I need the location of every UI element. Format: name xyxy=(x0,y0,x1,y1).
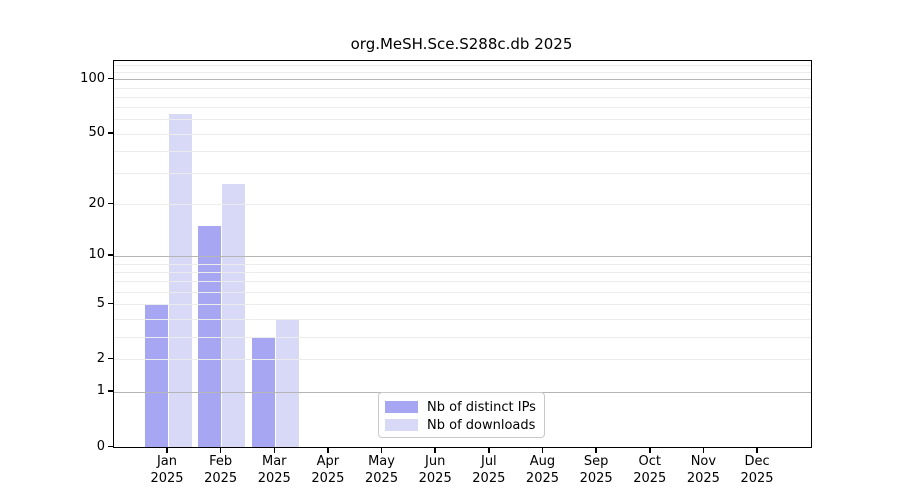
gridline-y-8 xyxy=(114,271,811,273)
x-tick-mark xyxy=(327,447,329,453)
x-tick-label-jan: Jan 2025 xyxy=(150,454,184,486)
legend: Nb of distinct IPs Nb of downloads xyxy=(378,392,545,438)
bar-jan-downloads xyxy=(168,114,192,447)
gridline-y-30 xyxy=(114,173,811,175)
y-tick-mark xyxy=(108,390,113,392)
x-tick-mark xyxy=(219,447,222,453)
x-tick-label-jul: Jul 2025 xyxy=(472,454,506,486)
y-tick-label: 0 xyxy=(96,438,105,454)
gridline-y-3 xyxy=(114,336,811,338)
x-tick-mark xyxy=(273,447,276,453)
bar-jan-distinct-ips xyxy=(144,304,168,447)
gridline-y-7 xyxy=(114,281,811,283)
legend-swatch-distinct-ips xyxy=(385,401,418,413)
plot-area xyxy=(113,60,812,448)
gridline-y-20 xyxy=(114,204,811,206)
chart-title: org.MeSH.Sce.S288c.db 2025 xyxy=(350,35,573,53)
x-tick-label-mar: Mar 2025 xyxy=(257,454,291,486)
legend-label-distinct-ips: Nb of distinct IPs xyxy=(427,399,536,415)
x-tick-label-apr: Apr 2025 xyxy=(311,454,345,486)
gridline-y-90 xyxy=(114,87,811,89)
bar-mar-distinct-ips xyxy=(251,336,275,447)
gridline-y-60 xyxy=(114,119,811,121)
y-tick-mark xyxy=(108,445,113,447)
gridline-y-40 xyxy=(114,151,811,153)
gridline-y-6 xyxy=(114,291,811,293)
legend-label-downloads: Nb of downloads xyxy=(427,417,536,433)
x-tick-label-may: May 2025 xyxy=(365,454,399,486)
gridline-y-5 xyxy=(114,304,811,306)
x-tick-mark xyxy=(595,447,597,453)
gridline-y-120 xyxy=(114,64,811,66)
x-tick-mark xyxy=(434,447,436,453)
x-tick-mark xyxy=(702,447,705,453)
legend-item: Nb of distinct IPs xyxy=(385,398,538,416)
y-tick-label: 10 xyxy=(88,247,105,263)
y-tick-label: 2 xyxy=(96,350,105,366)
bar-feb-downloads xyxy=(222,184,246,447)
x-tick-mark xyxy=(380,447,383,453)
legend-swatch-downloads xyxy=(385,419,418,431)
y-tick-mark xyxy=(108,357,113,360)
gridline-y-50 xyxy=(114,133,811,135)
x-tick-label-jun: Jun 2025 xyxy=(418,454,452,486)
x-tick-mark xyxy=(756,447,758,453)
y-tick-mark xyxy=(108,254,113,256)
y-tick-label: 20 xyxy=(88,195,105,211)
gridline-y-100 xyxy=(114,79,811,81)
x-tick-label-aug: Aug 2025 xyxy=(525,454,560,486)
y-tick-mark xyxy=(108,202,113,205)
x-tick-mark xyxy=(488,447,490,453)
legend-item: Nb of downloads xyxy=(385,416,538,434)
y-tick-label: 50 xyxy=(88,125,105,141)
x-tick-mark xyxy=(166,447,168,453)
x-tick-label-feb: Feb 2025 xyxy=(204,454,238,486)
x-tick-mark xyxy=(649,447,651,453)
gridline-y-9 xyxy=(114,263,811,265)
gridline-y-110 xyxy=(114,71,811,73)
y-tick-mark xyxy=(108,132,113,134)
y-tick-mark xyxy=(108,302,113,305)
gridline-y-80 xyxy=(114,96,811,98)
gridline-y-4 xyxy=(114,318,811,320)
gridline-y-70 xyxy=(114,107,811,109)
x-tick-mark xyxy=(541,447,544,453)
x-tick-label-sep: Sep 2025 xyxy=(579,454,613,486)
y-tick-label: 1 xyxy=(96,383,105,399)
gridline-y-2 xyxy=(114,359,811,361)
bar-mar-downloads xyxy=(275,318,299,447)
y-tick-label: 5 xyxy=(96,295,105,311)
y-tick-label: 100 xyxy=(80,70,105,86)
bar-feb-distinct-ips xyxy=(198,226,222,447)
x-tick-label-oct: Oct 2025 xyxy=(633,454,667,486)
y-tick-mark xyxy=(108,77,113,80)
x-tick-label-dec: Dec 2025 xyxy=(740,454,774,486)
gridline-y-10 xyxy=(114,255,811,257)
x-tick-label-nov: Nov 2025 xyxy=(686,454,720,486)
